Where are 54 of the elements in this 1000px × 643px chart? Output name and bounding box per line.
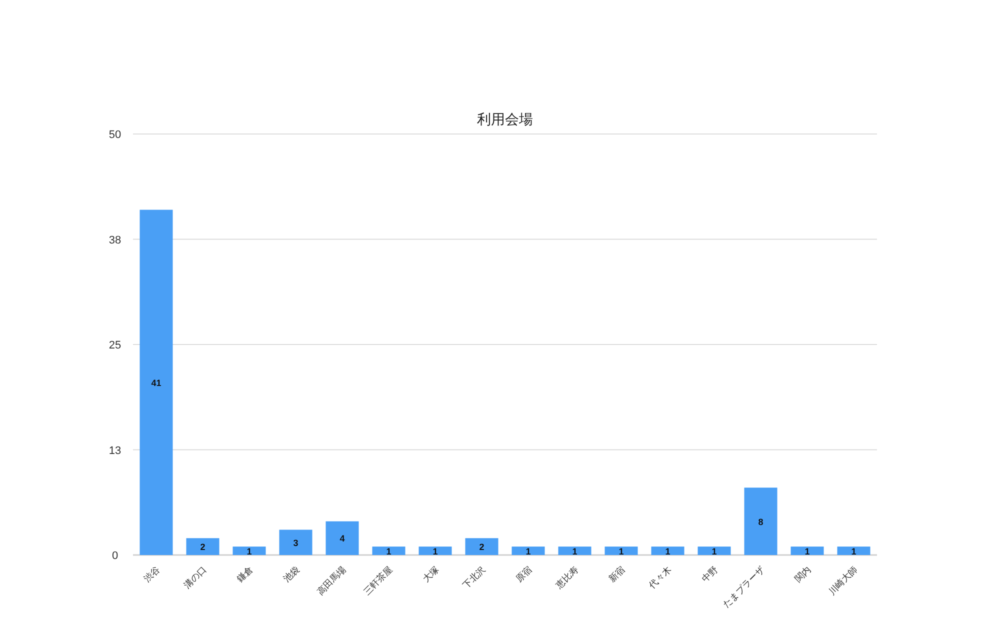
bar <box>186 538 220 555</box>
bar <box>698 546 731 555</box>
data-label: 1 <box>572 546 578 556</box>
x-tick-label: 三軒茶屋 <box>362 564 394 597</box>
x-tick-label: たまプラーザ <box>720 564 766 610</box>
bar <box>558 546 592 555</box>
x-tick-label: 鎌倉 <box>234 564 255 584</box>
bar <box>279 530 312 555</box>
x-tick-label: 下北沢 <box>461 564 488 591</box>
x-tick-label: 大塚 <box>420 564 441 584</box>
data-label: 1 <box>618 546 624 556</box>
bar <box>326 521 359 555</box>
x-tick-label: 池袋 <box>281 564 302 584</box>
data-label: 1 <box>851 546 856 556</box>
bar <box>418 546 452 555</box>
data-label: 41 <box>151 378 162 388</box>
x-tick-label: 渋谷 <box>142 564 162 584</box>
bar <box>604 546 638 555</box>
y-tick-label: 25 <box>108 340 122 352</box>
x-tick-label: 高田馬場 <box>315 564 348 597</box>
data-label: 1 <box>804 546 810 556</box>
y-tick-label: 0 <box>112 550 118 562</box>
data-label: 1 <box>386 546 392 556</box>
data-label: 3 <box>293 538 298 548</box>
bar <box>744 488 778 555</box>
data-label: 8 <box>758 516 764 527</box>
x-tick-label: 関内 <box>792 564 813 584</box>
bar <box>651 546 684 555</box>
bar <box>232 546 266 555</box>
data-label: 1 <box>246 546 252 556</box>
x-tick-label: 溝の口 <box>182 564 208 591</box>
data-label: 1 <box>432 546 438 556</box>
data-label: 2 <box>200 542 206 552</box>
data-label: 4 <box>340 534 345 544</box>
x-tick-label: 原宿 <box>514 564 534 584</box>
bar <box>790 546 824 555</box>
y-tick-label: 13 <box>108 444 122 457</box>
bar <box>372 546 406 555</box>
data-label: 2 <box>479 542 484 552</box>
chart-title: 利用会場 <box>477 111 533 127</box>
bar <box>512 546 545 555</box>
x-tick-label: 恵比寿 <box>553 564 580 592</box>
y-tick-label: 50 <box>108 129 122 141</box>
x-tick-label: 川崎大師 <box>826 564 860 597</box>
bar <box>465 538 498 555</box>
y-tick-label: 38 <box>108 234 122 246</box>
x-tick-label: 中野 <box>700 564 720 584</box>
bar <box>837 546 870 555</box>
x-tick-label: 新宿 <box>606 564 627 584</box>
data-label: 1 <box>665 546 670 556</box>
x-tick-label: 代々木 <box>646 564 674 592</box>
bar <box>140 210 173 555</box>
data-label: 1 <box>712 546 717 556</box>
data-label: 1 <box>526 546 531 556</box>
